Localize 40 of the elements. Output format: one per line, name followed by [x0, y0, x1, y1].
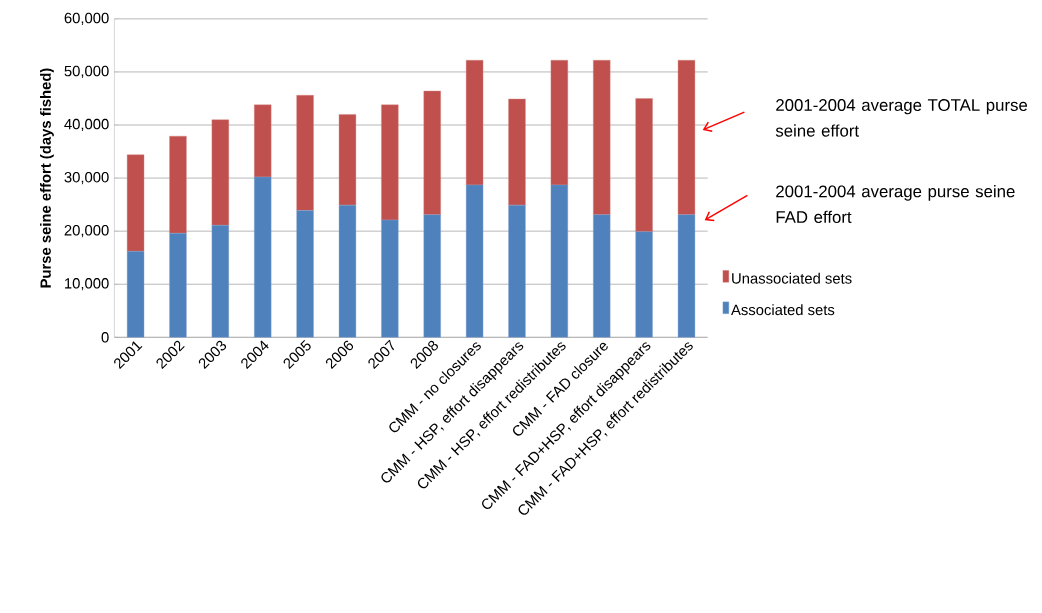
bar	[169, 233, 187, 338]
bar	[381, 219, 399, 338]
bar	[296, 210, 314, 338]
bar	[296, 95, 314, 211]
bar	[381, 104, 399, 221]
bar	[508, 98, 526, 206]
bar	[465, 60, 484, 186]
bar	[211, 119, 229, 226]
bar	[550, 184, 568, 338]
bar	[211, 225, 229, 338]
text: 2001-2004 average purse seine FAD effort	[776, 184, 1015, 223]
bar	[593, 214, 611, 338]
bar	[635, 98, 653, 232]
bar	[254, 176, 272, 338]
bar	[465, 184, 484, 338]
y-tick-label: 10,000	[65, 278, 109, 291]
bar	[169, 135, 187, 234]
bar	[635, 231, 653, 338]
bar	[677, 60, 696, 215]
bar	[423, 90, 441, 215]
y-tick-label: 50,000	[64, 65, 109, 78]
bar	[423, 214, 441, 338]
legend-label: Associated sets	[731, 304, 835, 316]
bar	[508, 204, 526, 338]
y-tick-label: 40,000	[64, 118, 109, 132]
legend-label: Unassociated sets	[732, 272, 852, 284]
bar	[338, 204, 357, 338]
bar	[254, 104, 272, 178]
y-tick-label: 0	[101, 332, 109, 343]
bar	[338, 114, 357, 206]
bar	[677, 214, 696, 338]
bar	[126, 154, 145, 252]
bar	[550, 60, 568, 186]
y-axis-title: Purse seine effort (days fished)	[40, 68, 54, 288]
bar	[593, 60, 611, 215]
bar	[126, 251, 145, 338]
y-tick-label: 30,000	[64, 171, 109, 185]
y-tick-label: 20,000	[64, 224, 109, 238]
y-tick-label: 60,000	[64, 12, 109, 25]
text: 2001-2004 average TOTAL purse seine effort	[775, 99, 1028, 137]
